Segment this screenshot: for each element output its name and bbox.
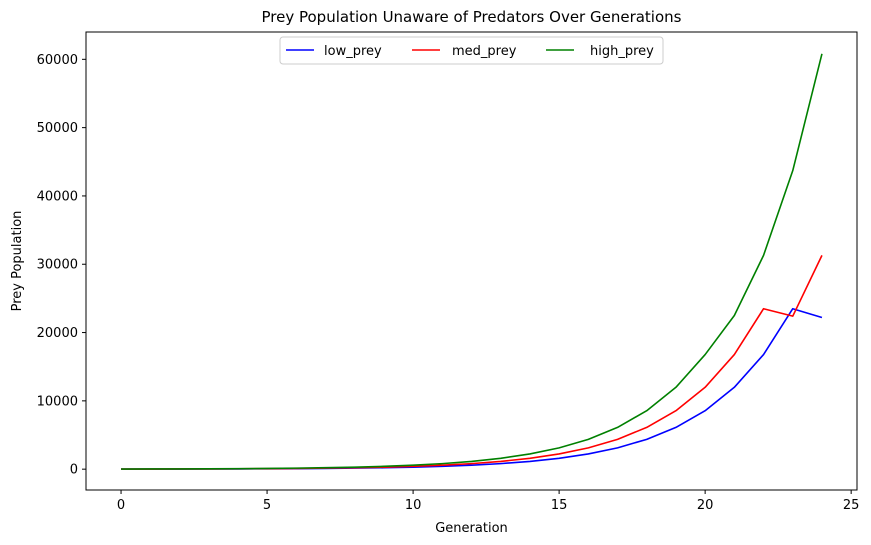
- y-axis: 0 10000 20000 30000 40000 50000 60000: [37, 53, 86, 478]
- y-tick-label: 60000: [37, 53, 78, 68]
- x-axis-label: Generation: [435, 521, 508, 536]
- y-axis-label: Prey Population: [10, 211, 25, 312]
- legend-label-low-prey: low_prey: [324, 44, 382, 59]
- series-layer: [121, 53, 823, 470]
- series-line-high-prey: [121, 53, 823, 470]
- y-tick-label: 40000: [37, 189, 78, 204]
- x-tick-label: 10: [405, 498, 422, 513]
- x-tick-label: 25: [843, 498, 860, 513]
- x-axis: 0 5 10 15 20 25: [117, 490, 860, 513]
- y-tick-label: 30000: [37, 258, 78, 273]
- y-tick-label: 50000: [37, 121, 78, 136]
- legend: low_prey med_prey high_prey: [279, 36, 664, 65]
- y-tick-label: 20000: [37, 326, 78, 341]
- x-tick-label: 15: [551, 498, 568, 513]
- plot-area: [85, 31, 858, 491]
- legend-frame: [279, 36, 664, 65]
- plot-frame: [85, 31, 858, 491]
- y-tick-label: 10000: [37, 394, 78, 409]
- x-tick-label: 20: [697, 498, 714, 513]
- chart-title: Prey Population Unaware of Predators Ove…: [262, 8, 682, 26]
- legend-label-high-prey: high_prey: [590, 44, 654, 59]
- x-tick-label: 0: [117, 498, 125, 513]
- legend-label-med-prey: med_prey: [452, 44, 517, 59]
- x-tick-label: 5: [263, 498, 271, 513]
- y-tick-label: 0: [70, 463, 78, 478]
